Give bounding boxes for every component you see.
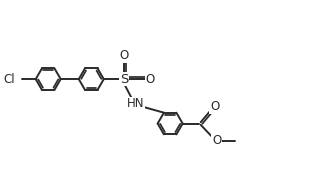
Text: S: S — [120, 73, 128, 86]
Text: O: O — [119, 49, 129, 62]
Text: O: O — [145, 73, 154, 86]
Text: Cl: Cl — [3, 73, 15, 86]
Text: HN: HN — [127, 97, 144, 110]
Text: O: O — [210, 100, 219, 113]
Text: O: O — [212, 134, 221, 147]
